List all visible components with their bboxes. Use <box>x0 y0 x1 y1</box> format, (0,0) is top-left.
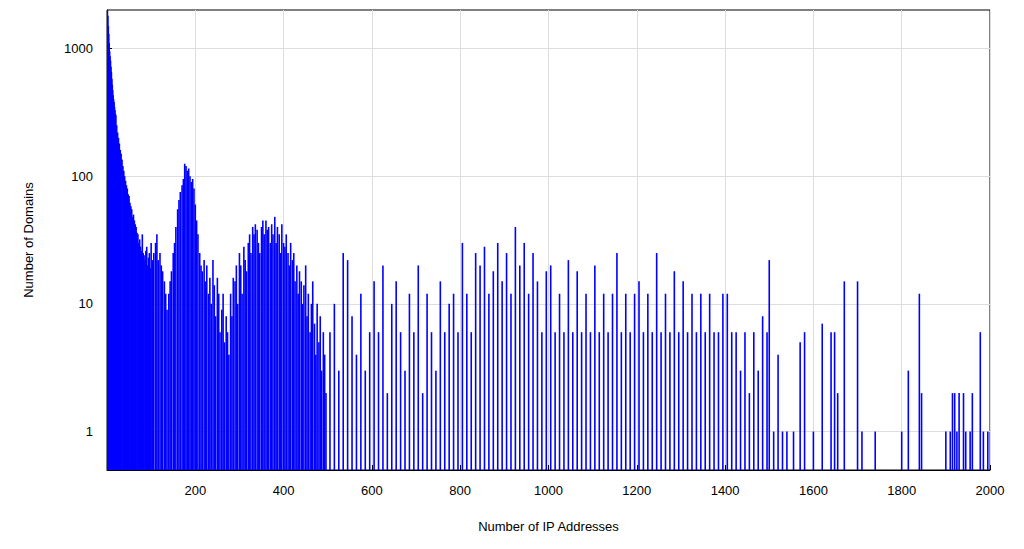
svg-text:Number of IP Addresses: Number of IP Addresses <box>478 519 619 534</box>
svg-text:Number of Domains: Number of Domains <box>21 182 36 298</box>
svg-text:1000: 1000 <box>64 41 93 56</box>
svg-text:1800: 1800 <box>887 483 916 498</box>
svg-text:800: 800 <box>449 483 471 498</box>
svg-text:400: 400 <box>273 483 295 498</box>
svg-text:2000: 2000 <box>976 483 1005 498</box>
svg-text:1000: 1000 <box>534 483 563 498</box>
svg-text:1400: 1400 <box>711 483 740 498</box>
svg-text:1200: 1200 <box>622 483 651 498</box>
svg-text:200: 200 <box>184 483 206 498</box>
svg-text:1600: 1600 <box>799 483 828 498</box>
svg-text:100: 100 <box>71 169 93 184</box>
svg-text:1: 1 <box>86 424 93 439</box>
svg-text:600: 600 <box>361 483 383 498</box>
svg-text:10: 10 <box>79 296 93 311</box>
